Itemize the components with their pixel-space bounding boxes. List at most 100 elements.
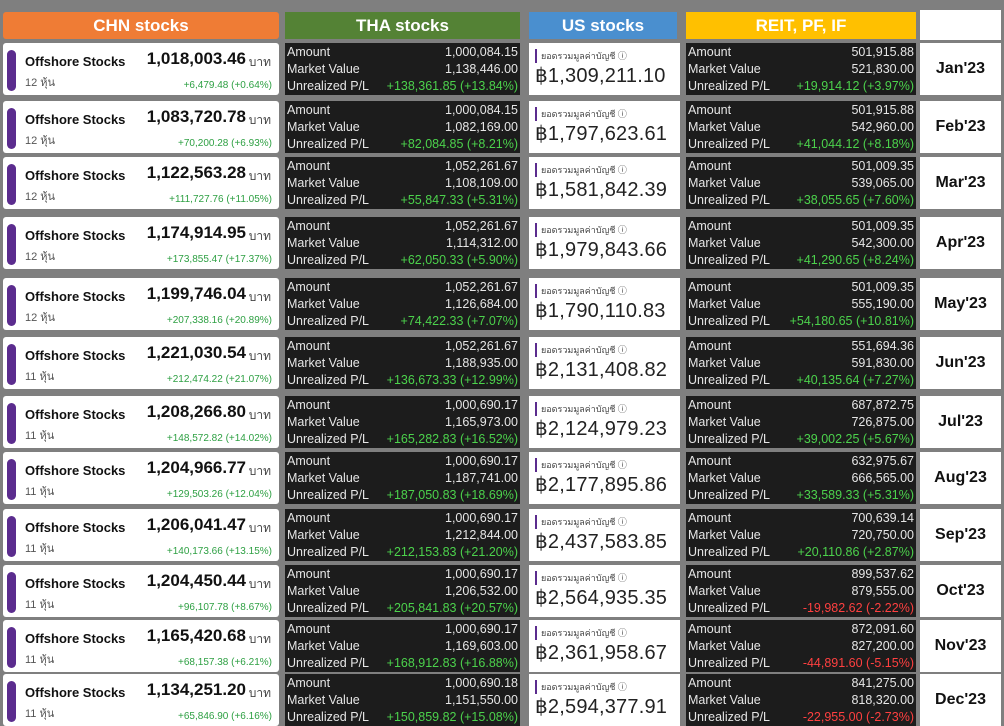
tha-card[interactable]: Amount 1,000,690.17 Market Value 1,212,844… [285,509,520,561]
us-total-value: ฿1,790,110.83 [535,300,666,322]
unrealized-pl-label: Unrealized P/L [287,544,369,559]
us-card[interactable]: ยอดรวมมูลค่าบัญชี ⓘ ฿1,790,110.83 [529,278,680,330]
baht-unit: บาท [248,169,271,183]
tha-card[interactable]: Amount 1,000,690.17 Market Value 1,165,973… [285,396,520,448]
reit-amount: 501,009.35 [851,218,914,233]
unrealized-pl-label: Unrealized P/L [688,431,770,446]
tha-amount: 1,000,690.17 [445,397,518,412]
reit-card[interactable]: Amount 841,275.00 Market Value 818,320.00 … [686,674,916,726]
us-account-total-label: ยอดรวมมูลค่าบัญชี ⓘ [535,571,627,585]
tha-card[interactable]: Amount 1,052,261.67 Market Value 1,114,312… [285,217,520,269]
amount-label: Amount [688,397,732,412]
market-value-label: Market Value [688,175,761,190]
tha-card[interactable]: Amount 1,000,084.15 Market Value 1,138,446… [285,43,520,95]
month-label: Jul'23 [920,396,1001,448]
us-card[interactable]: ยอดรวมมูลค่าบัญชี ⓘ ฿2,361,958.67 [529,620,680,672]
tha-card[interactable]: Amount 1,000,084.15 Market Value 1,082,169… [285,101,520,153]
month-row: Offshore Stocks 1,221,030.54 บาท 11 หุ้น… [0,337,1004,389]
us-account-total-label: ยอดรวมมูลค่าบัญชี ⓘ [535,223,627,237]
tha-unrealized-pl: +62,050.33 (+5.90%) [400,252,518,267]
market-value-label: Market Value [287,119,360,134]
reit-card[interactable]: Amount 872,091.60 Market Value 827,200.00 … [686,620,916,672]
reit-card[interactable]: Amount 632,975.67 Market Value 666,565.00 … [686,452,916,504]
chn-card[interactable]: Offshore Stocks 1,206,041.47 บาท 11 หุ้น… [3,509,279,561]
chn-card[interactable]: Offshore Stocks 1,208,266.80 บาท 11 หุ้น… [3,396,279,448]
tha-card[interactable]: Amount 1,000,690.18 Market Value 1,151,550… [285,674,520,726]
unrealized-pl-label: Unrealized P/L [688,709,770,724]
unrealized-pl-label: Unrealized P/L [688,600,770,615]
unrealized-pl-label: Unrealized P/L [688,487,770,502]
amount-label: Amount [287,279,331,294]
chn-card[interactable]: Offshore Stocks 1,204,966.77 บาท 11 หุ้น… [3,452,279,504]
tha-market-value: 1,188,935.00 [445,355,518,370]
chn-unrealized-pl: +173,855.47 (+17.37%) [166,254,272,265]
tha-card[interactable]: Amount 1,000,690.17 Market Value 1,187,741… [285,452,520,504]
amount-label: Amount [287,510,331,525]
reit-market-value: 720,750.00 [851,527,914,542]
market-value-label: Market Value [287,61,360,76]
reit-card[interactable]: Amount 501,009.35 Market Value 555,190.00 … [686,278,916,330]
us-card[interactable]: ยอดรวมมูลค่าบัญชี ⓘ ฿2,124,979.23 [529,396,680,448]
amount-label: Amount [287,102,331,117]
market-value-label: Market Value [287,235,360,250]
baht-unit: บาท [248,521,271,535]
chn-card[interactable]: Offshore Stocks 1,122,563.28 บาท 12 หุ้น… [3,157,279,209]
tha-unrealized-pl: +55,847.33 (+5.31%) [400,192,518,207]
reit-card[interactable]: Amount 501,915.88 Market Value 521,830.00 … [686,43,916,95]
reit-card[interactable]: Amount 687,872.75 Market Value 726,875.00 … [686,396,916,448]
tha-market-value: 1,169,603.00 [445,638,518,653]
tha-card[interactable]: Amount 1,052,261.67 Market Value 1,108,109… [285,157,520,209]
reit-card[interactable]: Amount 551,694.36 Market Value 591,830.00 … [686,337,916,389]
tha-card[interactable]: Amount 1,052,261.67 Market Value 1,126,684… [285,278,520,330]
reit-card[interactable]: Amount 501,009.35 Market Value 542,300.00 … [686,217,916,269]
reit-card[interactable]: Amount 700,639.14 Market Value 720,750.00 … [686,509,916,561]
tha-unrealized-pl: +168,912.83 (+16.88%) [386,655,518,670]
tha-amount: 1,052,261.67 [445,279,518,294]
amount-label: Amount [287,44,331,59]
header-us-stocks: US stocks [529,12,677,39]
us-card[interactable]: ยอดรวมมูลค่าบัญชี ⓘ ฿2,437,583.85 [529,509,680,561]
tha-card[interactable]: Amount 1,000,690.17 Market Value 1,206,532… [285,565,520,617]
tha-unrealized-pl: +150,859.82 (+15.08%) [386,709,518,724]
chn-total-value: 1,221,030.54 [146,343,246,362]
us-card[interactable]: ยอดรวมมูลค่าบัญชี ⓘ ฿2,131,408.82 [529,337,680,389]
baht-unit: บาท [248,290,271,304]
market-value-label: Market Value [287,638,360,653]
chn-unrealized-pl: +70,200.28 (+6.93%) [178,138,272,149]
amount-label: Amount [287,338,331,353]
chn-card[interactable]: Offshore Stocks 1,199,746.04 บาท 12 หุ้น… [3,278,279,330]
tha-card[interactable]: Amount 1,000,690.17 Market Value 1,169,603… [285,620,520,672]
reit-market-value: 555,190.00 [851,296,914,311]
offshore-stocks-label: Offshore Stocks [25,348,126,363]
us-card[interactable]: ยอดรวมมูลค่าบัญชี ⓘ ฿1,979,843.66 [529,217,680,269]
offshore-stocks-label: Offshore Stocks [25,112,126,127]
us-card[interactable]: ยอดรวมมูลค่าบัญชี ⓘ ฿1,309,211.10 [529,43,680,95]
us-card[interactable]: ยอดรวมมูลค่าบัญชี ⓘ ฿2,177,895.86 [529,452,680,504]
offshore-stocks-label: Offshore Stocks [25,168,126,183]
us-account-total-label: ยอดรวมมูลค่าบัญชี ⓘ [535,680,627,694]
us-card[interactable]: ยอดรวมมูลค่าบัญชี ⓘ ฿1,581,842.39 [529,157,680,209]
us-card[interactable]: ยอดรวมมูลค่าบัญชี ⓘ ฿2,564,935.35 [529,565,680,617]
chn-card[interactable]: Offshore Stocks 1,174,914.95 บาท 12 หุ้น… [3,217,279,269]
amount-label: Amount [287,453,331,468]
accent-bar [7,164,16,205]
us-card[interactable]: ยอดรวมมูลค่าบัญชี ⓘ ฿2,594,377.91 [529,674,680,726]
chn-card[interactable]: Offshore Stocks 1,083,720.78 บาท 12 หุ้น… [3,101,279,153]
stock-count: 12 หุ้น [25,191,56,203]
market-value-label: Market Value [287,583,360,598]
unrealized-pl-label: Unrealized P/L [688,78,770,93]
chn-card[interactable]: Offshore Stocks 1,018,003.46 บาท 12 หุ้น… [3,43,279,95]
reit-card[interactable]: Amount 501,915.88 Market Value 542,960.00 … [686,101,916,153]
chn-card[interactable]: Offshore Stocks 1,221,030.54 บาท 11 หุ้น… [3,337,279,389]
us-card[interactable]: ยอดรวมมูลค่าบัญชี ⓘ ฿1,797,623.61 [529,101,680,153]
market-value-label: Market Value [287,296,360,311]
stock-count: 12 หุ้น [25,77,56,89]
reit-card[interactable]: Amount 501,009.35 Market Value 539,065.00 … [686,157,916,209]
tha-amount: 1,000,690.18 [445,675,518,690]
reit-card[interactable]: Amount 899,537.62 Market Value 879,555.00 … [686,565,916,617]
tha-card[interactable]: Amount 1,052,261.67 Market Value 1,188,935… [285,337,520,389]
chn-card[interactable]: Offshore Stocks 1,204,450.44 บาท 11 หุ้น… [3,565,279,617]
chn-card[interactable]: Offshore Stocks 1,165,420.68 บาท 11 หุ้น… [3,620,279,672]
chn-card[interactable]: Offshore Stocks 1,134,251.20 บาท 11 หุ้น… [3,674,279,726]
tha-amount: 1,000,690.17 [445,453,518,468]
